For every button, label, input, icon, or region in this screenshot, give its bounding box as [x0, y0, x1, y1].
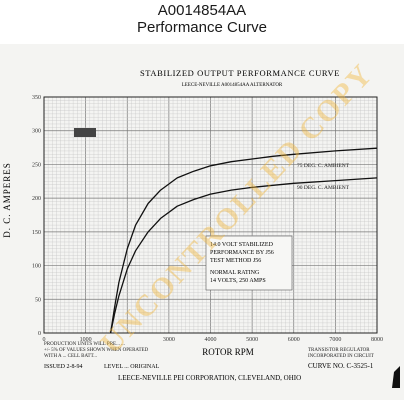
footer-left-1: PRODUCTION UNITS WILL PRE... ... — [44, 342, 125, 347]
x-tick-label: 5000 — [246, 337, 258, 343]
x-tick-label: 6000 — [288, 337, 300, 343]
footer-right-2: INCORPORATED IN CIRCUIT — [308, 354, 374, 359]
series-line-75c — [109, 147, 378, 334]
x-axis-label: ROTOR RPM — [202, 347, 254, 357]
x-tick-label: 0 — [43, 337, 46, 343]
part-number-title: A0014854AA — [157, 2, 247, 19]
x-tick-label: 7000 — [329, 337, 341, 343]
annotation-line-5: 14 VOLTS, 250 AMPS — [210, 278, 266, 284]
series-label-90c: 90 DEG. C. AMBIENT — [297, 185, 350, 191]
y-tick-label: 150 — [32, 230, 41, 236]
page-header: A0014854AA Performance Curve — [0, 0, 404, 36]
series-line-90c — [109, 177, 378, 334]
series-label-75c: 75 DEG. C. AMBIENT — [297, 163, 350, 169]
chart-title: STABILIZED OUTPUT PERFORMANCE CURVE — [140, 68, 340, 78]
x-tick-label: 8000 — [371, 337, 383, 343]
footer-company: LEECE-NEVILLE PEI CORPORATION, CLEVELAND… — [118, 374, 301, 382]
y-tick-label: 50 — [35, 297, 41, 303]
y-tick-label: 300 — [32, 129, 41, 135]
y-axis-label: D. C. AMPERES — [2, 162, 12, 238]
y-tick-label: 0 — [38, 331, 41, 337]
footer-right-1: TRANSISTOR REGULATOR — [308, 348, 370, 353]
rating-annotation: 14.0 VOLT STABILIZED PERFORMANCE BY J56 … — [205, 235, 293, 291]
footer-left-2: +/- 5% OF VALUES SHOWN WHEN OPERATED — [44, 348, 149, 353]
tick-labels: 0 50 100 150 200 250 300 350 0 1000 3000 4000 5000 60… — [32, 95, 383, 343]
footer-curve-number: CURVE NO. C-3525-1 — [308, 362, 374, 370]
annotation-line-1: 14.0 VOLT STABILIZED — [210, 242, 274, 248]
annotation-line-3: TEST METHOD J56 — [210, 258, 261, 264]
chart-subtitle: LEECE-NEVILLE A0014854AA ALTERNATOR — [182, 83, 283, 88]
y-tick-label: 250 — [32, 162, 41, 168]
x-tick-label: 3000 — [163, 337, 175, 343]
y-tick-label: 200 — [32, 196, 41, 202]
x-tick-label: 4000 — [205, 337, 217, 343]
x-tick-label: 1000 — [80, 337, 92, 343]
footer-original: LEVEL ... ORIGINAL — [104, 364, 160, 370]
series-lines — [109, 147, 378, 334]
annotation-line-4: NORMAL RATING — [210, 270, 260, 276]
footer-left-3: WITH A ... CELL BATT... — [44, 354, 97, 359]
y-tick-label: 350 — [32, 95, 41, 101]
footer-notes: PRODUCTION UNITS WILL PRE... ... +/- 5% … — [44, 342, 374, 382]
y-tick-label: 100 — [32, 264, 41, 270]
footer-issued: ISSUED 2-8-94 — [44, 364, 83, 370]
annotation-line-2: PERFORMANCE BY J56 — [210, 250, 274, 256]
sheet-title: Performance Curve — [136, 19, 268, 36]
page-curl-mark — [392, 366, 400, 388]
corner-stamp — [74, 128, 96, 137]
plot-frame — [43, 96, 378, 334]
